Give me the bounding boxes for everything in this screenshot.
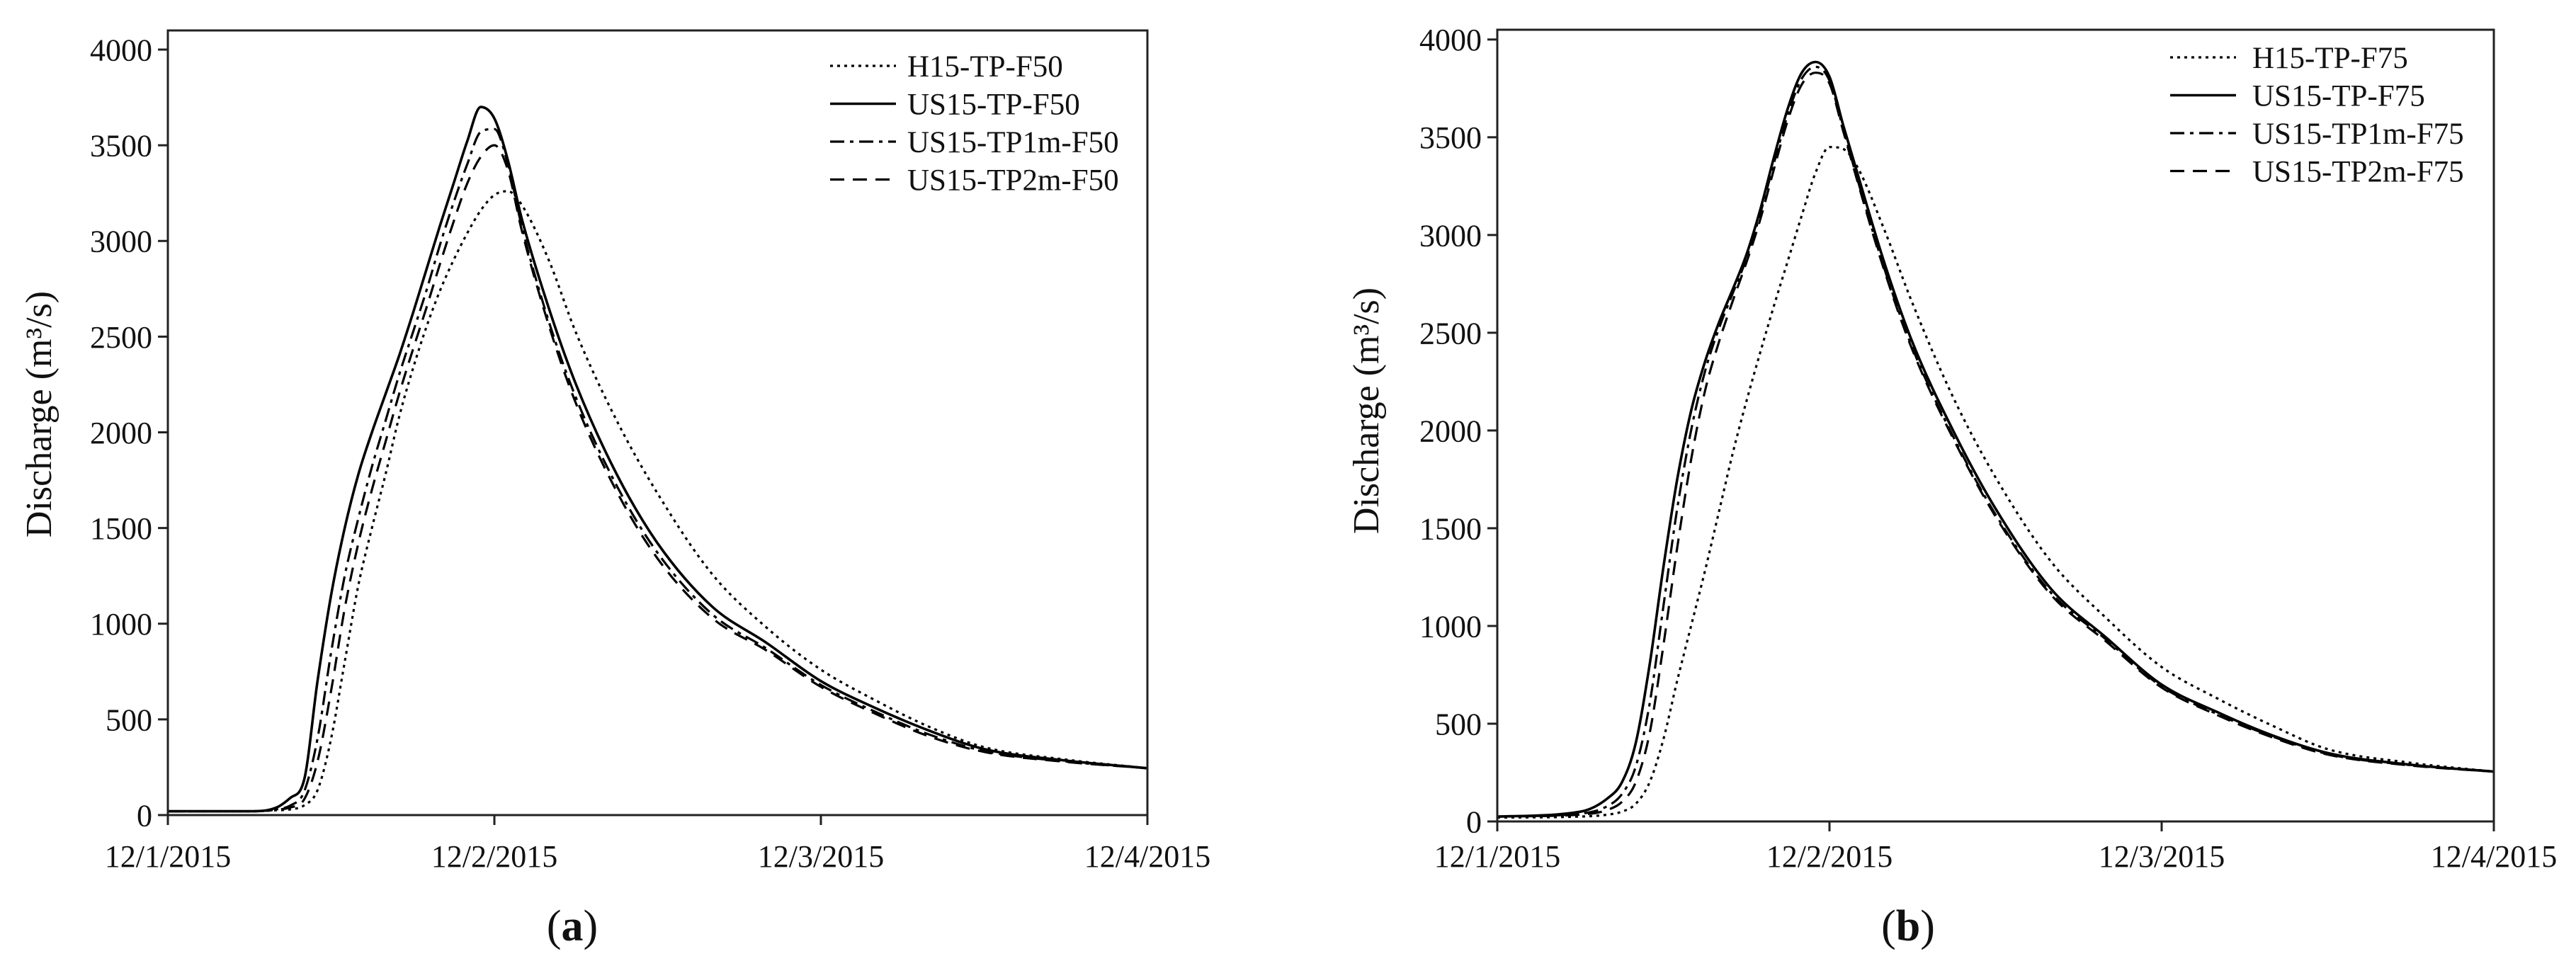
- y-axis-tick-label: 1500: [1419, 511, 1482, 546]
- legend-entry: H15-TP-F75: [2170, 42, 2408, 75]
- legend-entry: US15-TP-F75: [2170, 80, 2425, 113]
- y-axis-tick-label: 2000: [90, 416, 152, 450]
- legend-label: H15-TP-F50: [907, 50, 1063, 84]
- legend-label: US15-TP1m-F75: [2252, 118, 2464, 151]
- series-line-us15-tp-f50: [168, 106, 1148, 813]
- series-line-h15-tp-f50: [168, 190, 1148, 813]
- y-axis-tick-label: 0: [1466, 804, 1482, 839]
- legend-entry: US15-TP2m-F50: [830, 164, 1119, 198]
- series-line-us15-tp2m-f50: [168, 144, 1148, 813]
- legend-entry: H15-TP-F50: [830, 50, 1063, 84]
- legend-entry: US15-TP1m-F75: [2170, 118, 2464, 151]
- x-axis-tick-label: 12/4/2015: [2431, 839, 2557, 874]
- legend-label: US15-TP2m-F75: [2252, 156, 2464, 189]
- y-axis-tick-label: 3500: [90, 129, 152, 164]
- x-axis-tick-label: 12/2/2015: [1766, 839, 1893, 874]
- series-line-us15-tp1m-f50: [168, 127, 1148, 813]
- x-axis-tick-label: 12/3/2015: [758, 839, 884, 874]
- y-axis-tick-label: 3000: [1419, 218, 1482, 253]
- chart-panel-b: 0 500 1000 1500 2000 2500 3000 3500 4000 12/1/201…: [1346, 23, 2557, 950]
- x-axis-tick-label: 12/1/2015: [105, 839, 231, 874]
- series-line-us15-tp1m-f75: [1497, 65, 2495, 818]
- legend-label: US15-TP-F50: [907, 89, 1080, 122]
- y-axis-tick-label: 500: [106, 702, 152, 737]
- y-axis-tick-label: 1000: [90, 607, 152, 642]
- x-axis-tick-label: 12/1/2015: [1434, 839, 1560, 874]
- legend: H15-TP-F75 US15-TP-F75 US15-TP1m-F75 US15-T…: [2170, 42, 2464, 189]
- legend-label: US15-TP1m-F50: [907, 126, 1119, 159]
- legend-label: US15-TP-F75: [2252, 80, 2425, 113]
- legend-entry: US15-TP-F50: [830, 89, 1080, 122]
- legend-label: US15-TP2m-F50: [907, 164, 1119, 198]
- y-axis-tick-label: 4000: [1419, 23, 1482, 57]
- y-axis-tick-label: 1500: [90, 511, 152, 546]
- series-line-us15-tp-f75: [1497, 60, 2495, 818]
- x-axis-tick-label: 12/3/2015: [2099, 839, 2225, 874]
- y-axis-title: Discharge (m³/s): [19, 291, 59, 537]
- y-axis-tick-label: 2500: [90, 320, 152, 355]
- y-axis-tick-label: 2000: [1419, 414, 1482, 448]
- y-axis-tick-label: 1000: [1419, 609, 1482, 644]
- plot-frame: [166, 29, 1149, 816]
- legend-entry: US15-TP1m-F50: [830, 126, 1119, 159]
- y-axis-tick-label: 500: [1435, 707, 1482, 741]
- legend-entry: US15-TP2m-F75: [2170, 156, 2464, 189]
- panel-label: (a): [547, 902, 598, 950]
- y-axis-tick-label: 2500: [1419, 316, 1482, 351]
- legend: H15-TP-F50 US15-TP-F50 US15-TP1m-F50 US15-T…: [830, 50, 1119, 198]
- y-axis-tick-label: 0: [137, 798, 152, 833]
- panel-label: (b): [1881, 902, 1935, 950]
- series-line-us15-tp2m-f75: [1497, 72, 2495, 818]
- x-axis-tick-label: 12/4/2015: [1084, 839, 1210, 874]
- series-line-h15-tp-f75: [1497, 146, 2495, 819]
- legend-label: H15-TP-F75: [2252, 42, 2408, 75]
- y-axis-tick-label: 3500: [1419, 120, 1482, 155]
- x-axis-tick-label: 12/2/2015: [431, 839, 557, 874]
- y-axis-tick-label: 4000: [90, 33, 152, 67]
- chart-panel-a: 0 500 1000 1500 2000 2500 3000 3500 4000 12/1/201…: [19, 29, 1210, 950]
- plot-frame: [1496, 28, 2495, 823]
- y-axis-tick-label: 3000: [90, 224, 152, 259]
- y-axis-title: Discharge (m³/s): [1346, 288, 1387, 534]
